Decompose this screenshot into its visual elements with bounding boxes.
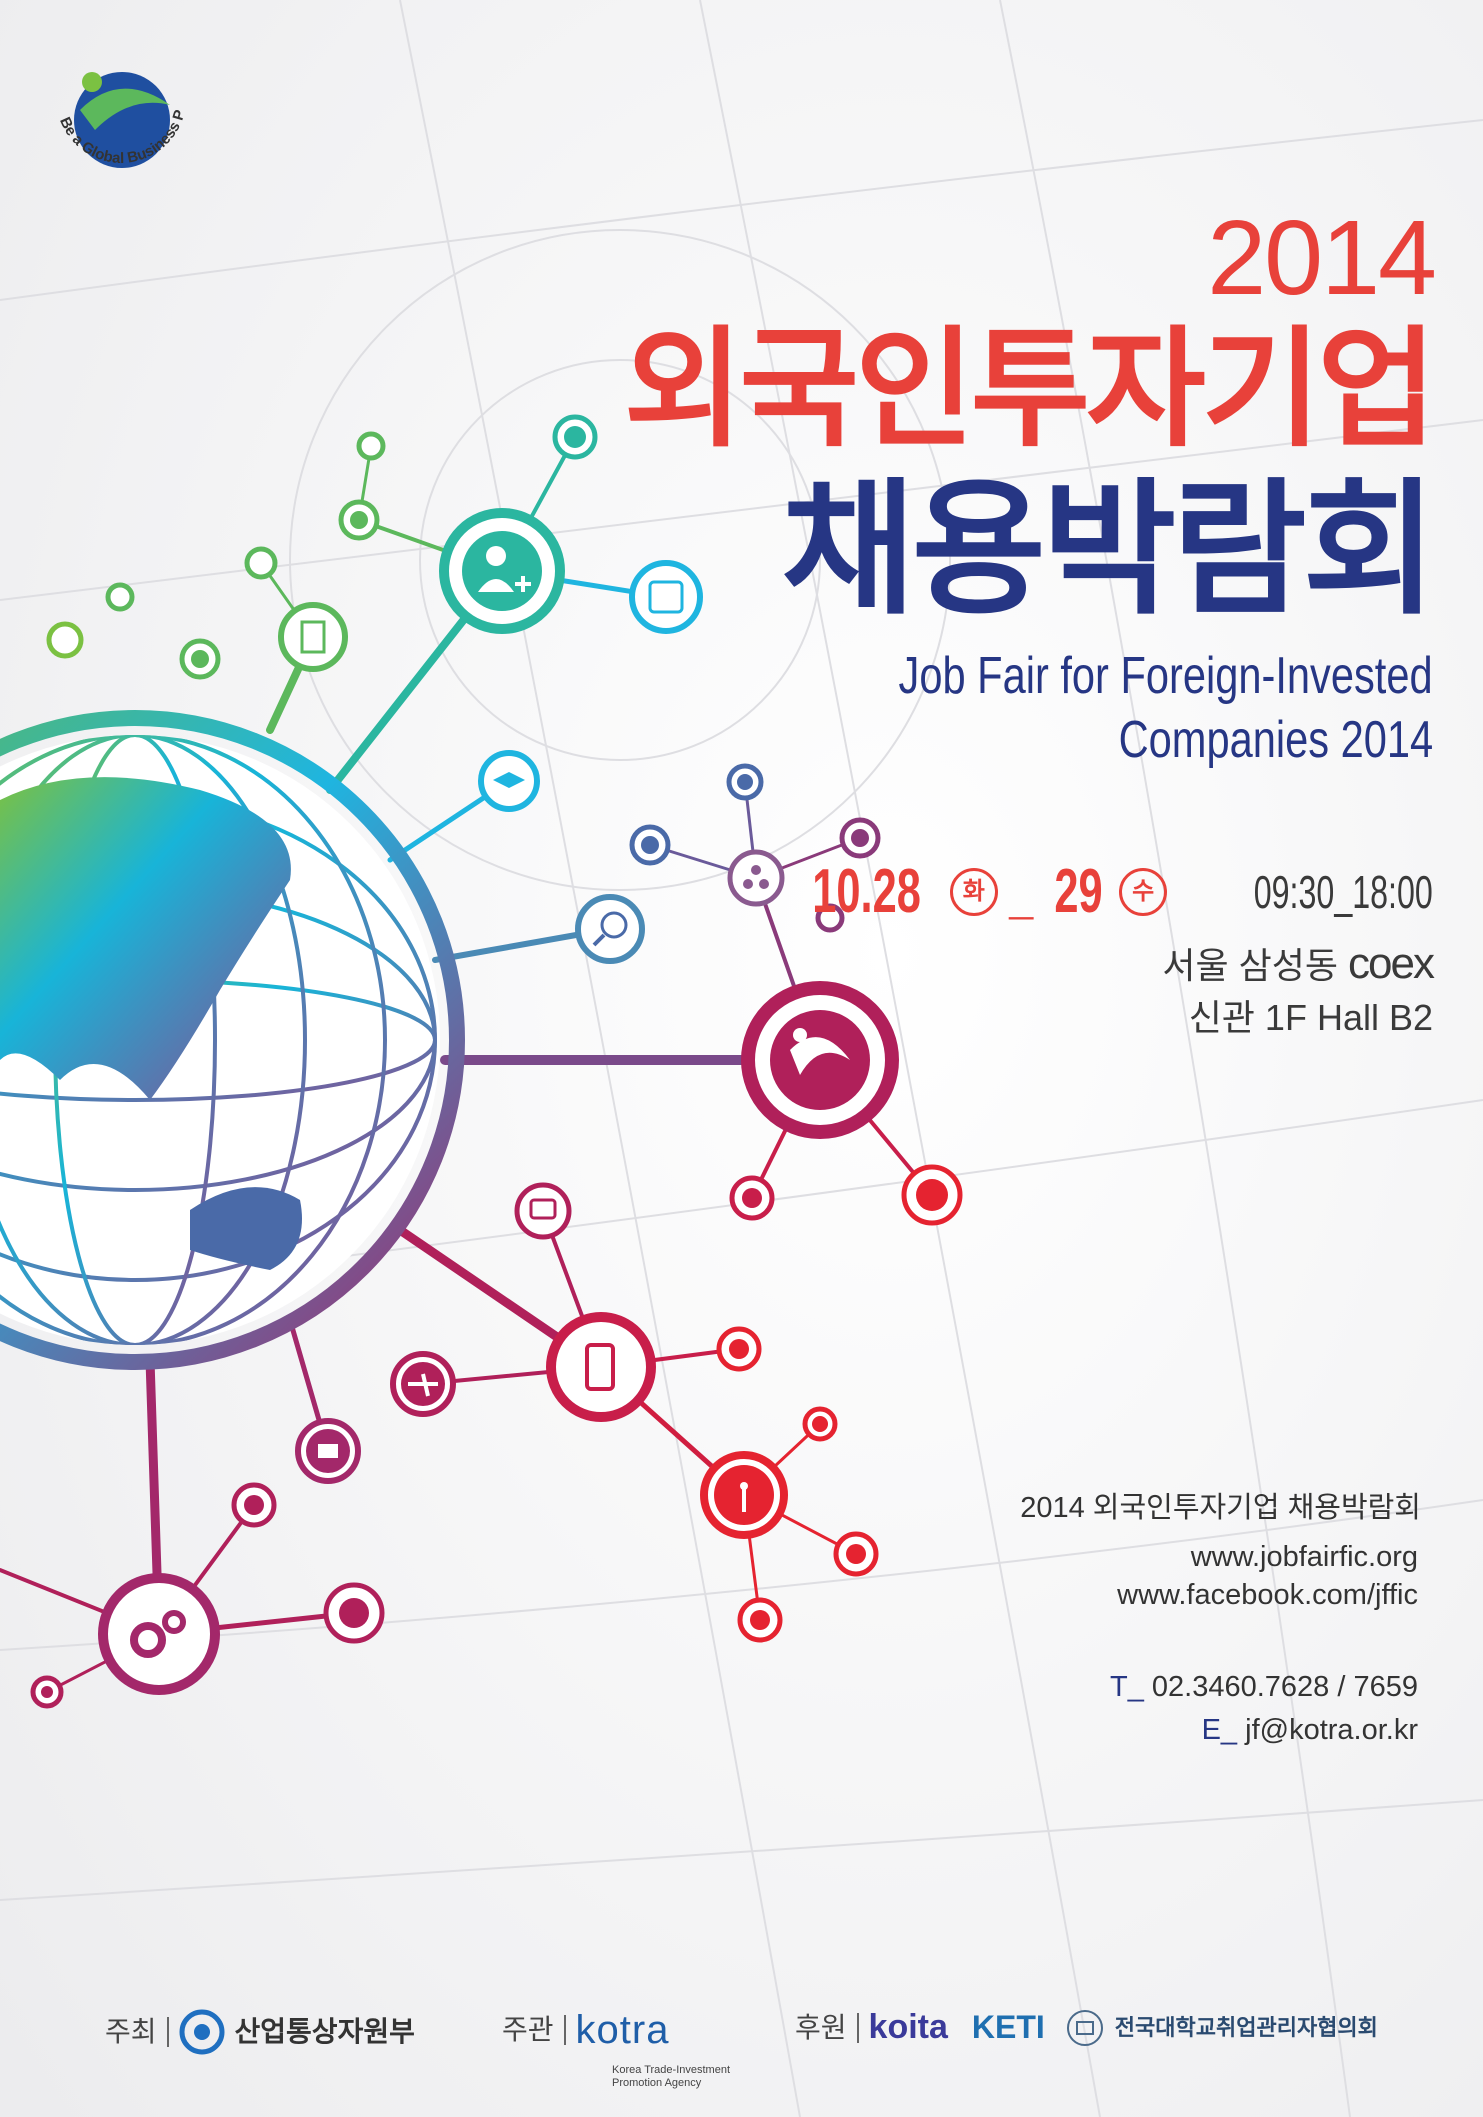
- host-name: 산업통상자원부: [234, 2015, 415, 2047]
- divider: [856, 2013, 859, 2043]
- university-council-name: 전국대학교취업관리자협의회: [1114, 2014, 1378, 2040]
- venue-hall: 신관 1F Hall B2: [1188, 997, 1433, 1038]
- keti-logo: KETI: [971, 2009, 1045, 2046]
- coex-logo: coex: [1348, 939, 1435, 988]
- antenna-icon: [700, 1451, 788, 1539]
- email: E_ jf@kotra.or.kr: [1201, 1714, 1418, 1747]
- host-label: 주최: [105, 2015, 157, 2047]
- sponsors: 후원 koita KETI 전국대학교취업관리자협의회: [795, 2008, 1378, 2048]
- chat-icon: [514, 1182, 572, 1240]
- smartphone-icon: [546, 1312, 656, 1422]
- date-separator: _: [1008, 857, 1034, 926]
- date-start: 10.28: [811, 857, 921, 926]
- organizer: 주관 kotra: [502, 2008, 669, 2052]
- small-dots: [30, 414, 963, 1709]
- event-time: 09:30_18:00: [1253, 865, 1433, 918]
- day-start-badge: 화: [949, 868, 998, 917]
- contact-event-name: 2014 외국인투자기업 채용박람회: [1020, 1492, 1421, 1524]
- phone: T_ 02.3460.7628 / 7659: [1110, 1671, 1418, 1704]
- gears-icon: [98, 1573, 220, 1695]
- sponsor-label: 후원: [795, 2011, 847, 2043]
- search-globe-icon: [575, 894, 645, 964]
- event-logo-node: [741, 981, 899, 1139]
- poster-year: 2014: [1207, 199, 1437, 317]
- website-link[interactable]: www.jobfairfic.org: [1190, 1541, 1418, 1573]
- university-council-emblem-icon: [1066, 2010, 1103, 2046]
- english-title-line2: Companies 2014: [1118, 711, 1433, 769]
- graduation-cap-icon: [478, 750, 540, 812]
- organizer-label: 주관: [502, 2013, 554, 2045]
- molecule-icon: [727, 849, 785, 907]
- event-date: 10.28 화 _ 29 수 09:30_18:00: [789, 857, 1433, 926]
- kotra-sub-line2: Promotion Agency: [612, 2077, 702, 2089]
- phone-number: 02.3460.7628 / 7659: [1151, 1671, 1418, 1703]
- person-plus-icon: [439, 508, 565, 634]
- day-end-badge: 수: [1119, 868, 1168, 917]
- ministry-emblem-icon: [179, 2009, 225, 2055]
- phone-label: T_: [1110, 1671, 1144, 1703]
- books-icon: [295, 1418, 361, 1484]
- venue-city-text: 서울 삼성동: [1162, 945, 1339, 986]
- kotra-sub-line1: Korea Trade-Investment: [612, 2064, 731, 2076]
- facebook-link[interactable]: www.facebook.com/jffic: [1117, 1579, 1418, 1611]
- email-address[interactable]: jf@kotra.or.kr: [1245, 1714, 1418, 1746]
- notebook-icon: [278, 602, 348, 672]
- kotra-subtitle: Korea Trade-Investment Promotion Agency: [612, 2064, 730, 2090]
- date-end: 29: [1054, 857, 1103, 926]
- divider: [563, 2015, 566, 2045]
- venue-city: 서울 삼성동 coex: [1162, 939, 1435, 988]
- divider: [166, 2017, 169, 2047]
- globe: [0, 710, 465, 1370]
- kotra-logo: kotra: [575, 2008, 670, 2052]
- poster-title-line1: 외국인투자기업: [623, 316, 1437, 462]
- english-title-line1: Job Fair for Foreign-Invested: [898, 647, 1433, 705]
- airplane-icon: [390, 1351, 456, 1417]
- wifi-icon: [629, 560, 703, 634]
- koita-logo: koita: [868, 2008, 948, 2047]
- email-label: E_: [1201, 1714, 1238, 1746]
- host: 주최 산업통상자원부: [105, 2008, 415, 2056]
- poster-title-line2: 채용박람회: [781, 468, 1437, 631]
